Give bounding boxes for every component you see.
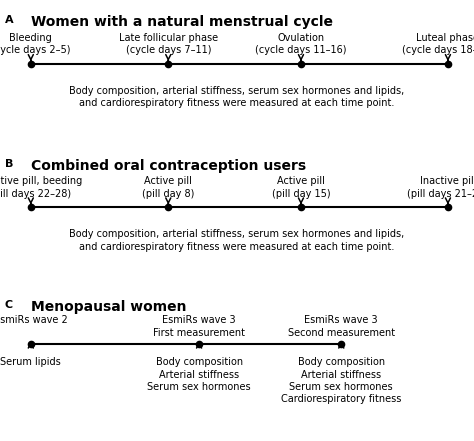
Text: Active pill
(pill day 15): Active pill (pill day 15) — [272, 176, 330, 199]
Text: Combined oral contraception users: Combined oral contraception users — [31, 159, 306, 173]
Text: Serum lipids: Serum lipids — [0, 357, 61, 367]
Text: Late follicular phase
(cycle days 7–11): Late follicular phase (cycle days 7–11) — [118, 33, 218, 56]
Text: A: A — [5, 15, 13, 26]
Text: EsmiRs wave 3
First measurement: EsmiRs wave 3 First measurement — [153, 315, 245, 338]
Text: Ovulation
(cycle days 11–16): Ovulation (cycle days 11–16) — [255, 33, 347, 56]
Text: Body composition
Arterial stiffness
Serum sex hormones: Body composition Arterial stiffness Seru… — [147, 357, 251, 392]
Text: Women with a natural menstrual cycle: Women with a natural menstrual cycle — [31, 15, 333, 30]
Text: C: C — [5, 300, 13, 310]
Text: Inactive pill, beeding
(pill days 22–28): Inactive pill, beeding (pill days 22–28) — [0, 176, 82, 199]
Text: Body composition, arterial stiffness, serum sex hormones and lipids,
and cardior: Body composition, arterial stiffness, se… — [69, 229, 405, 252]
Text: Body composition, arterial stiffness, serum sex hormones and lipids,
and cardior: Body composition, arterial stiffness, se… — [69, 86, 405, 108]
Text: Active pill
(pill day 8): Active pill (pill day 8) — [142, 176, 194, 199]
Text: Bleeding
(cycle days 2–5): Bleeding (cycle days 2–5) — [0, 33, 71, 56]
Text: B: B — [5, 159, 13, 169]
Text: EsmiRs wave 3
Second measurement: EsmiRs wave 3 Second measurement — [288, 315, 395, 338]
Text: Inactive pill
(pill days 21–24): Inactive pill (pill days 21–24) — [408, 176, 474, 199]
Text: Menopausal women: Menopausal women — [31, 300, 186, 314]
Text: Body composition
Arterial stiffness
Serum sex hormones
Cardiorespiratory fitness: Body composition Arterial stiffness Seru… — [281, 357, 401, 404]
Text: Luteal phase
(cycle days 18–25): Luteal phase (cycle days 18–25) — [402, 33, 474, 56]
Text: EsmiRs wave 2: EsmiRs wave 2 — [0, 315, 68, 325]
